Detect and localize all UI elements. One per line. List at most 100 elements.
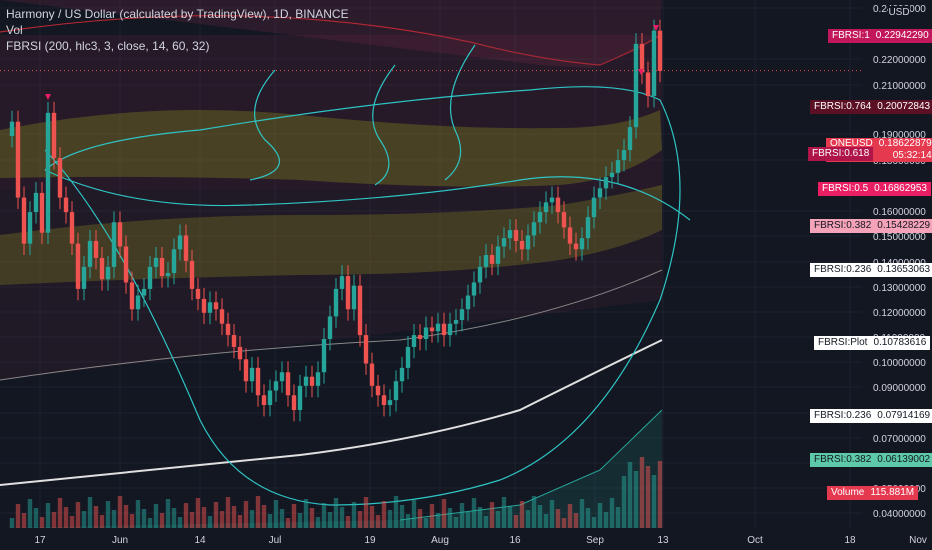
indicator-legend[interactable]: FBRSI (200, hlc3, 3, close, 14, 60, 32) [6, 39, 210, 53]
scale-tag-value: 0.13653063 [877, 264, 931, 275]
scale-tag-value: 0.10783616 [873, 337, 927, 348]
candle-body [537, 212, 543, 223]
chart-legend: Harmony / US Dollar (calculated by Tradi… [6, 6, 349, 54]
volume-bar [597, 503, 603, 528]
volume-bar [411, 500, 417, 528]
candle-body [153, 257, 159, 267]
candle-body [297, 385, 303, 411]
candle-body [273, 381, 279, 391]
scale-tag-label: FBRSI:0.5 [822, 183, 869, 194]
candle-body [519, 240, 525, 250]
volume-bar [135, 500, 141, 528]
band-top-line [0, 15, 663, 66]
scale-tag-label: FBRSI:0.236 [814, 410, 872, 421]
candle-body [381, 395, 387, 406]
candle-body [453, 320, 459, 324]
volume-bar [39, 517, 45, 528]
volume-bar [279, 509, 285, 528]
symbol-title[interactable]: Harmony / US Dollar (calculated by Tradi… [6, 7, 349, 21]
scale-tag-label: FBRSI:0.382 [814, 454, 872, 465]
volume-legend[interactable]: Vol [6, 23, 23, 37]
volume-bar [447, 508, 453, 528]
candle-body [207, 302, 213, 313]
y-tick-label: 0.15000000 [873, 232, 926, 243]
volume-bar [381, 501, 387, 528]
candle-body [135, 295, 141, 310]
y-tick-label: 0.12000000 [873, 308, 926, 319]
candle-body [171, 249, 177, 273]
volume-bar [333, 498, 339, 528]
candle-body [147, 266, 153, 289]
volume-bar [177, 517, 183, 528]
volume-bar [465, 512, 471, 528]
volume-bar [651, 475, 657, 528]
volume-bar [15, 504, 21, 528]
volume-bar [249, 510, 255, 528]
volume-bar [603, 512, 609, 528]
y-tick-label: 0.07000000 [873, 434, 926, 445]
scale-tag-value: 115.881M [870, 487, 915, 498]
volume-bar [237, 515, 243, 528]
volume-bar [357, 511, 363, 528]
volume-bar [165, 499, 171, 528]
x-tick-label: 14 [194, 535, 206, 546]
volume-bar [303, 499, 309, 528]
volume-bar [375, 515, 381, 528]
y-tick-label: 0.19000000 [873, 130, 926, 141]
scale-tag: FBRSI:0.382 0.15428229 [810, 219, 932, 233]
candle-body [351, 285, 357, 310]
volume-bar [471, 498, 477, 528]
candle-body [567, 227, 573, 244]
scale-tag-value: 0.18622879 [878, 138, 932, 149]
rsi-curve-3 [249, 69, 280, 181]
volume-bar [507, 506, 513, 528]
candle-body [303, 376, 309, 386]
candle-body [483, 255, 489, 267]
volume-bar [489, 502, 495, 528]
currency-badge[interactable]: USD [888, 6, 910, 20]
candle-body [141, 288, 147, 296]
candle-body [429, 327, 435, 332]
volume-bar [123, 505, 129, 528]
volume-bar [291, 504, 297, 528]
volume-bar [33, 508, 39, 528]
volume-bar [423, 518, 429, 528]
candle-body [615, 160, 621, 173]
candle-body [513, 230, 519, 241]
volume-bar [591, 517, 597, 528]
candle-body [195, 288, 201, 299]
volume-band [0, 410, 662, 528]
volume-bar [195, 498, 201, 528]
candle-body [165, 272, 171, 277]
volume-bar [441, 499, 447, 528]
x-tick-label: 13 [657, 535, 669, 546]
candle-body [591, 197, 597, 218]
candle-body [183, 235, 189, 261]
volume-bar [51, 512, 57, 528]
volume-bar [645, 466, 651, 528]
volume-bar [459, 503, 465, 528]
candle-body [219, 309, 225, 324]
candle-body [189, 260, 195, 289]
scale-tag-value: 0.07914169 [877, 410, 931, 421]
volume-bar [585, 508, 591, 528]
volume-bar [63, 507, 69, 528]
volume-bar [273, 500, 279, 528]
volume-bar [141, 509, 147, 528]
volume-bar [309, 508, 315, 528]
candle-body [69, 212, 75, 244]
volume-bar [111, 510, 117, 528]
volume-bar [555, 509, 561, 528]
candle-body [399, 367, 405, 382]
candle-body [237, 346, 243, 360]
lower-envelope-line [0, 269, 663, 381]
candle-body [507, 230, 513, 239]
volume-bar [27, 499, 33, 528]
volume-bar [345, 516, 351, 528]
volume-bar [183, 503, 189, 528]
candle-body [561, 212, 567, 228]
x-tick-label: Aug [431, 535, 449, 546]
volume-bar [477, 507, 483, 528]
candle-body [225, 323, 231, 336]
